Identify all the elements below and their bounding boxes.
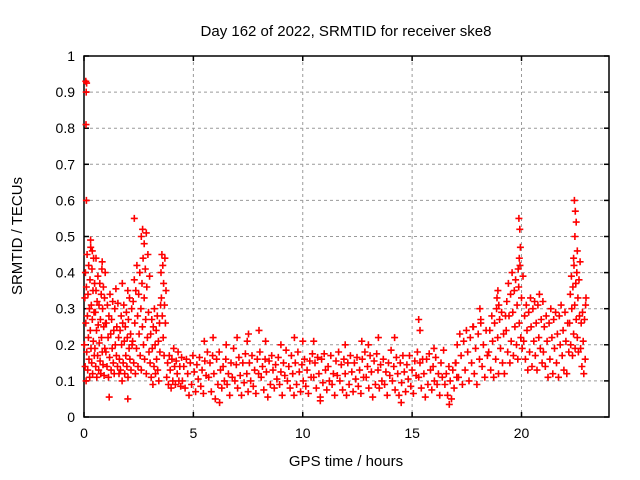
y-tick-label: 0.4 xyxy=(56,265,76,281)
chart-title: Day 162 of 2022, SRMTID for receiver ske… xyxy=(201,23,492,40)
tick-label-layer: 0 5 10 15 20 0 0.1 0.2 0.3 0.4 0.5 0.6 0.7 0.8 0.9 1 xyxy=(56,48,530,441)
y-tick-label: 0 xyxy=(67,409,75,425)
y-tick-label: 0.7 xyxy=(56,156,76,172)
x-tick-label: 0 xyxy=(80,425,88,441)
marker-layer xyxy=(80,77,590,408)
y-tick-label: 0.2 xyxy=(56,337,76,353)
scatter-points xyxy=(80,77,590,408)
x-tick-label: 5 xyxy=(189,425,197,441)
y-axis-label: SRMTID / TECUs xyxy=(9,177,26,295)
x-tick-label: 15 xyxy=(404,425,420,441)
x-tick-label: 20 xyxy=(514,425,530,441)
y-tick-label: 0.3 xyxy=(56,301,76,317)
x-axis-label: GPS time / hours xyxy=(289,453,403,470)
y-tick-label: 1 xyxy=(67,48,75,64)
y-tick-label: 0.8 xyxy=(56,120,76,136)
y-tick-label: 0.6 xyxy=(56,192,76,208)
x-tick-label: 10 xyxy=(295,425,311,441)
y-tick-label: 0.5 xyxy=(56,229,76,245)
y-tick-label: 0.9 xyxy=(56,84,76,100)
y-tick-label: 0.1 xyxy=(56,373,76,389)
